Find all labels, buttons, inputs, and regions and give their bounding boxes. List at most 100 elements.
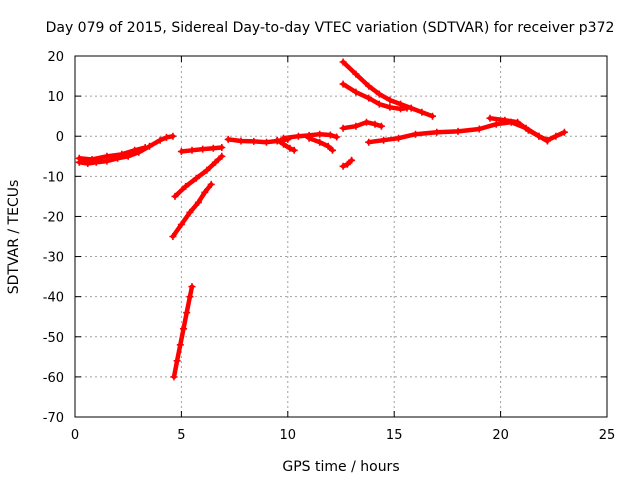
data-point (141, 144, 149, 151)
data-point (371, 120, 379, 128)
data-point (290, 146, 298, 154)
y-tick-label: -50 (43, 331, 64, 346)
grid-lines (75, 56, 607, 417)
axis-ticks (74, 55, 608, 418)
data-point (352, 70, 360, 78)
data-point (183, 309, 191, 317)
y-tick-label: -10 (43, 170, 64, 185)
y-tick-label: -70 (43, 411, 64, 426)
data-point (177, 148, 185, 155)
series-arc-8 (273, 136, 298, 154)
data-point (316, 138, 324, 146)
data-point (339, 58, 347, 66)
data-point (418, 108, 426, 116)
data-point (180, 325, 187, 333)
x-tick-label: 10 (280, 428, 297, 443)
y-tick-label: -20 (43, 210, 64, 225)
data-point (535, 132, 543, 140)
data-point (294, 132, 302, 140)
series-arc-3 (171, 152, 226, 200)
data-point (75, 154, 83, 162)
y-tick-label: 10 (47, 90, 64, 105)
data-point (218, 152, 226, 160)
x-tick-label: 20 (492, 428, 509, 443)
data-point (363, 118, 370, 126)
series-arc-4 (169, 180, 215, 240)
data-point (454, 127, 462, 135)
x-tick-label: 25 (599, 428, 616, 443)
data-point (203, 166, 211, 174)
series-line (170, 182, 214, 239)
series-arc-5 (170, 283, 196, 381)
x-tick-labels: 0 5 10 15 20 25 (71, 428, 615, 443)
data-point (339, 162, 347, 170)
data-point (177, 221, 185, 228)
data-point (131, 146, 139, 154)
data-point (543, 137, 551, 145)
data-point (552, 132, 560, 140)
chart-title: Day 079 of 2015, Sidereal Day-to-day VTE… (46, 20, 615, 36)
data-point (305, 134, 313, 142)
data-point (316, 130, 324, 138)
data-point (170, 373, 178, 381)
data-point (237, 137, 245, 145)
y-axis-label: SDTVAR / TECUs (6, 180, 22, 295)
series-arc-12 (339, 58, 436, 120)
series-arc-1 (75, 132, 177, 167)
data-point (339, 80, 347, 88)
data-point (352, 122, 360, 130)
data-point (194, 198, 202, 206)
series-arc-14 (339, 118, 385, 132)
series-arc-13 (339, 80, 411, 113)
x-tick-label: 5 (177, 428, 185, 443)
data-point (514, 118, 522, 126)
data-point (377, 122, 385, 130)
data-point (218, 144, 226, 151)
data-point (324, 142, 332, 150)
data-point (146, 142, 153, 150)
x-tick-label: 0 (71, 428, 79, 443)
data-point (192, 174, 200, 182)
data-point (171, 192, 179, 200)
series-line (172, 154, 225, 199)
data-point (211, 158, 219, 166)
data-point (118, 150, 126, 158)
data-point (201, 188, 209, 196)
data-series (75, 58, 568, 381)
data-point (103, 152, 111, 160)
data-point (333, 133, 341, 141)
data-point (169, 132, 177, 140)
y-tick-label: -30 (43, 251, 64, 266)
data-point (280, 140, 287, 148)
data-point (209, 144, 217, 152)
data-point (429, 112, 436, 120)
series-arc-6 (177, 144, 226, 155)
data-point (386, 96, 394, 104)
data-point (326, 131, 334, 139)
data-point (263, 138, 270, 146)
series-arc-10 (305, 134, 336, 154)
data-point (348, 156, 356, 164)
data-point (501, 116, 509, 124)
data-point (182, 182, 190, 190)
series-arc-9 (280, 130, 341, 142)
data-point (156, 136, 164, 144)
y-tick-label: -40 (43, 291, 64, 306)
series-arc-15 (365, 118, 568, 146)
y-tick-label: 20 (47, 50, 64, 65)
data-point (403, 104, 411, 112)
data-point (169, 233, 177, 240)
data-point (412, 130, 419, 138)
data-point (386, 103, 394, 111)
data-point (375, 100, 383, 108)
data-point (380, 136, 388, 144)
data-point (176, 341, 184, 349)
data-point (273, 136, 281, 144)
data-point (492, 120, 500, 128)
data-point (560, 128, 568, 136)
y-tick-labels: -70 -60 -50 -40 -30 -20 -10 0 10 20 (43, 50, 64, 426)
x-tick-label: 15 (386, 428, 403, 443)
data-point (329, 146, 336, 154)
data-point (365, 138, 373, 146)
